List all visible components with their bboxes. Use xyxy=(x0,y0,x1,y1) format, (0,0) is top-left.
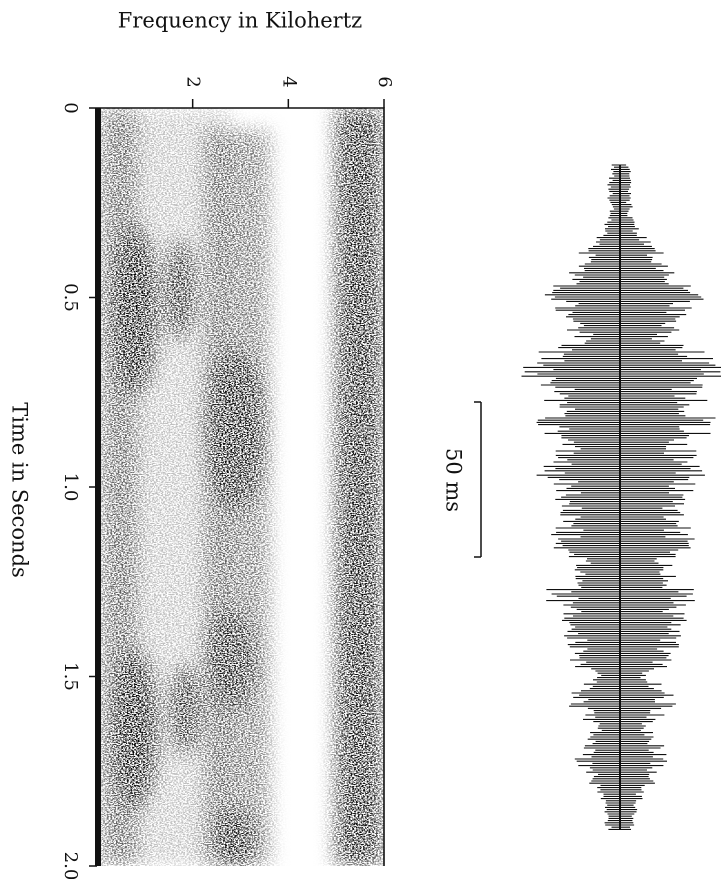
y-tick-label: 1.0 xyxy=(60,473,81,502)
x-tick-label: 2 xyxy=(183,76,204,87)
x-axis-label: Frequency in Kilohertz xyxy=(118,9,362,33)
scale-bar xyxy=(474,401,482,558)
x-tick-label: 6 xyxy=(374,76,395,87)
y-tick-label: 0 xyxy=(60,102,81,113)
y-tick-label: 2.0 xyxy=(60,852,81,879)
y-tick-label: 0.5 xyxy=(60,283,81,312)
y-axis-label: Time in Seconds xyxy=(8,402,32,578)
spectrogram-texture xyxy=(95,108,384,866)
waveform xyxy=(521,164,721,830)
x-tick-label: 4 xyxy=(278,76,299,87)
y-tick-label: 1.5 xyxy=(60,662,81,691)
waveform-lines xyxy=(521,164,721,830)
annotation: 50 ms xyxy=(442,448,466,512)
